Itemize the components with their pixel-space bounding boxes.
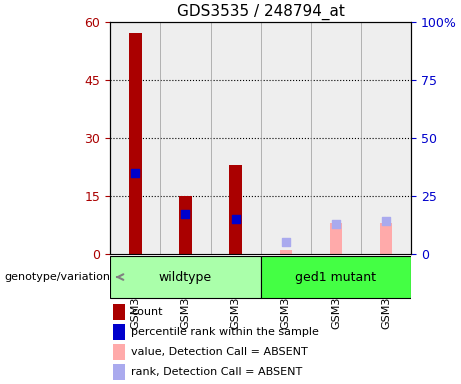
Title: GDS3535 / 248794_at: GDS3535 / 248794_at (177, 4, 345, 20)
Bar (179, 196, 192, 254)
Bar (330, 223, 342, 254)
Point (332, 220, 340, 227)
Bar (113, 344, 125, 360)
Point (232, 216, 239, 222)
Point (383, 218, 390, 224)
Bar (229, 165, 242, 254)
Bar (261, 22, 311, 254)
Bar (113, 324, 125, 340)
Bar (113, 364, 125, 380)
Text: genotype/variation: genotype/variation (4, 272, 110, 282)
Bar (380, 223, 392, 254)
Bar (361, 22, 411, 254)
Bar (261, 22, 311, 254)
Bar (211, 22, 261, 254)
Bar (113, 304, 125, 320)
Bar (110, 22, 160, 254)
Text: value, Detection Call = ABSENT: value, Detection Call = ABSENT (131, 347, 308, 357)
Bar (110, 22, 160, 254)
Text: count: count (131, 307, 163, 317)
Text: wildtype: wildtype (159, 271, 212, 283)
Bar (361, 22, 411, 254)
FancyBboxPatch shape (110, 256, 261, 298)
Bar (160, 22, 211, 254)
Bar (211, 22, 261, 254)
Text: percentile rank within the sample: percentile rank within the sample (131, 327, 319, 337)
Bar (311, 22, 361, 254)
Bar (160, 22, 211, 254)
Bar (279, 250, 292, 254)
Text: rank, Detection Call = ABSENT: rank, Detection Call = ABSENT (131, 367, 302, 377)
Point (282, 239, 290, 245)
Point (182, 211, 189, 217)
Text: ged1 mutant: ged1 mutant (296, 271, 377, 283)
Bar (311, 22, 361, 254)
Point (131, 169, 139, 175)
FancyBboxPatch shape (261, 256, 411, 298)
Bar (129, 33, 142, 254)
